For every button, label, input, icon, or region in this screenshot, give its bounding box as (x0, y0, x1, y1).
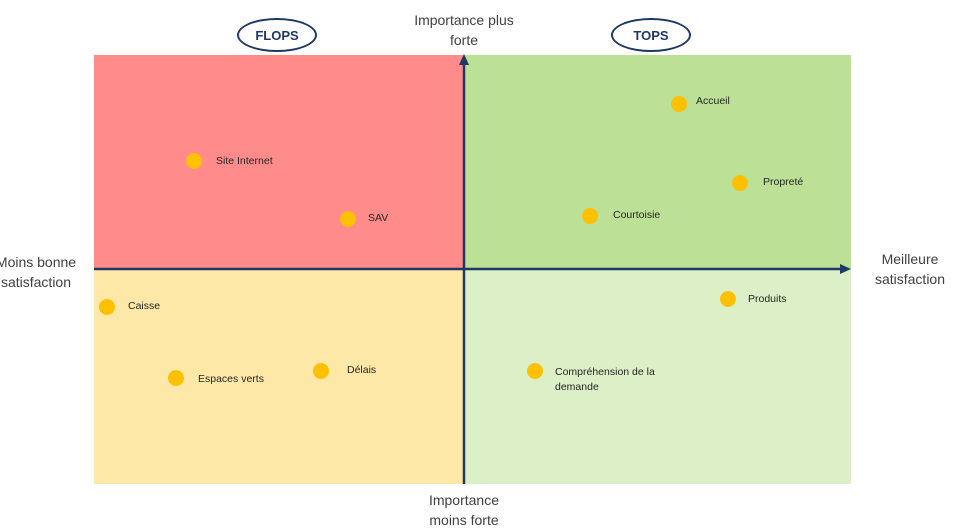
point-marker (527, 363, 543, 379)
axis-label-bottom: Importance moins forte (428, 492, 500, 528)
point-marker (186, 153, 202, 169)
axis-label-right: Meilleure satisfaction (874, 251, 946, 287)
point-label: Espaces verts (198, 373, 264, 385)
point-label: Délais (347, 364, 377, 376)
point-label: Produits (748, 293, 787, 305)
flops-label: FLOPS (237, 18, 317, 52)
axis-label-top: Importance plus forte (414, 12, 514, 48)
point-marker (582, 208, 598, 224)
point-marker (720, 291, 736, 307)
point-marker (313, 363, 329, 379)
point-marker (168, 370, 184, 386)
point-label: SAV (368, 212, 389, 224)
point-marker (732, 175, 748, 191)
point-label: Caisse (128, 300, 161, 312)
point-label: Courtoisie (613, 209, 661, 221)
quadrant-low-satisfaction-low-importance (94, 269, 464, 484)
quadrant-flops-high-importance (94, 55, 464, 269)
point-marker (340, 211, 356, 227)
point-label: Compréhension de la demande (555, 366, 655, 393)
point-label: Propreté (763, 176, 804, 188)
axis-label-left: Moins bonne satisfaction (0, 254, 77, 290)
point-marker (671, 96, 687, 112)
point-label: Site Internet (216, 155, 273, 167)
point-label: Accueil (696, 95, 730, 107)
point-marker (99, 299, 115, 315)
quadrant-tops-high-importance (464, 55, 851, 269)
tops-label: TOPS (611, 18, 691, 52)
